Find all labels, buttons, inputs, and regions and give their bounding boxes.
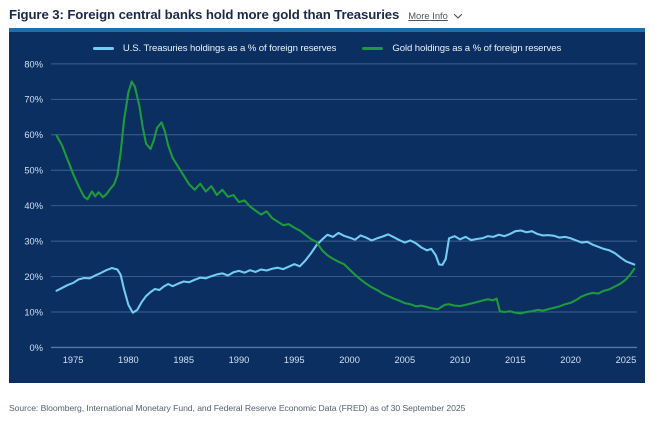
chart-legend: U.S. Treasuries holdings as a % of forei… [9,32,645,54]
more-info-label[interactable]: More Info [408,10,448,21]
x-axis-tick-label: 1990 [229,355,250,365]
y-axis-tick-label: 30% [24,237,43,247]
plot-area: 0% 10% 20% 30% 40% 50% 60% 70% 80% 1975 1980 1985 1… [9,58,645,383]
x-axis-tick-label: 2010 [450,355,471,365]
y-axis-tick-label: 0% [30,343,43,353]
series-line-treasuries [55,229,636,314]
gridlines [51,63,637,349]
source-note: Source: Bloomberg, International Monetar… [9,403,466,413]
x-axis-tick-label: 1980 [118,355,139,365]
y-axis-tick-label: 20% [24,272,43,282]
chart-panel: U.S. Treasuries holdings as a % of forei… [9,28,645,383]
y-axis-tick-label: 10% [24,307,43,317]
x-axis-tick-label: 1985 [173,355,194,365]
y-axis-tick-label: 70% [24,95,43,105]
figure-header: Figure 3: Foreign central banks hold mor… [0,0,654,28]
legend-label-treasuries: U.S. Treasuries holdings as a % of forei… [122,43,337,54]
x-axis-tick-label: 1995 [284,355,305,365]
legend-item-treasuries[interactable]: U.S. Treasuries holdings as a % of forei… [92,43,337,54]
x-axis-labels: 1975 1980 1985 1990 1995 2000 2005 2010 2015 2020… [63,355,637,365]
y-axis-tick-label: 60% [24,130,43,140]
y-axis-tick-label: 40% [24,201,43,211]
legend-swatch-gold [362,46,384,51]
x-axis-tick-label: 2025 [616,355,637,365]
more-info-toggle[interactable]: More Info [408,10,462,21]
x-axis-tick-label: 2005 [394,355,415,365]
legend-item-gold[interactable]: Gold holdings as a % of foreign reserves [362,43,561,54]
series-lines [55,80,636,315]
x-axis-tick-label: 1975 [63,355,84,365]
legend-label-gold: Gold holdings as a % of foreign reserves [392,43,562,54]
legend-swatch-treasuries [92,46,114,51]
chevron-down-icon[interactable] [453,11,462,20]
y-axis-tick-label: 80% [24,59,43,69]
x-axis-tick-label: 2000 [339,355,360,365]
series-line-gold [55,80,636,315]
y-axis-labels: 0% 10% 20% 30% 40% 50% 60% 70% 80% [24,59,43,352]
x-axis-tick-label: 2020 [560,355,581,365]
page-title: Figure 3: Foreign central banks hold mor… [9,7,400,22]
x-axis-tick-label: 2015 [505,355,526,365]
y-axis-tick-label: 50% [24,166,43,176]
plot-svg: 0%10%20%30%40%50%60%70%80% 1975 1980 1985 1… [24,59,637,365]
